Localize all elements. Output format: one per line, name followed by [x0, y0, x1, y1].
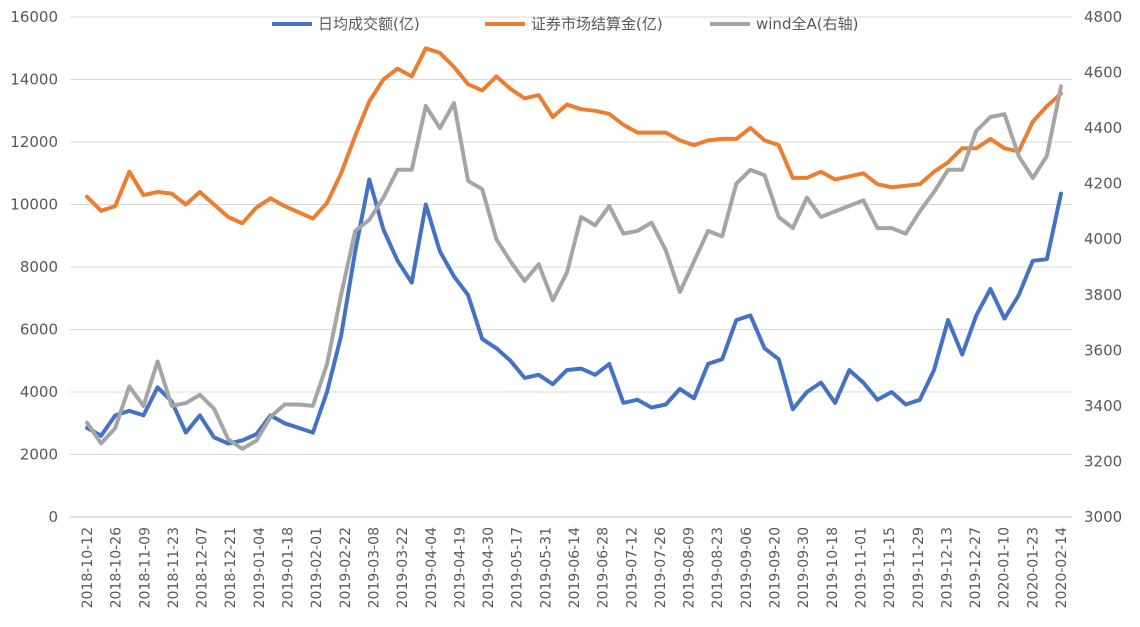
- x-tick-label: 2019-07-26: [653, 527, 669, 608]
- x-tick-label: 2019-11-15: [882, 527, 898, 608]
- x-tick-label: 2019-06-14: [567, 527, 583, 608]
- gridlines: [70, 16, 1072, 518]
- x-tick-label: 2019-02-01: [309, 527, 325, 608]
- series-line-1: [85, 177, 1063, 446]
- x-tick-label: 2019-01-18: [281, 527, 297, 608]
- left-y-tick-label: 14000: [10, 71, 58, 89]
- left-y-axis: 0 2000 4000 6000 8000 10000 12000 14000 16000: [10, 8, 58, 526]
- legend-label: 证券市场结算金(亿): [531, 15, 663, 33]
- x-tick-label: 2019-04-04: [424, 527, 440, 608]
- x-tick-label: 2019-04-19: [452, 527, 468, 608]
- right-y-tick-label: 4000: [1084, 230, 1122, 248]
- left-y-tick-label: 16000: [10, 8, 58, 26]
- x-tick-label: 2019-12-13: [939, 527, 955, 608]
- legend-label: wind全A(右轴): [756, 15, 858, 33]
- x-tick-label: 2018-11-09: [137, 527, 153, 608]
- x-tick-label: 2019-12-27: [968, 527, 984, 608]
- x-tick-label: 2019-03-08: [366, 527, 382, 608]
- x-tick-label: 2019-08-23: [710, 527, 726, 608]
- series-line-3: [85, 84, 1063, 451]
- x-axis: 2018-10-12 2018-10-26 2018-11-09 2018-11-23…: [80, 527, 1070, 608]
- right-y-tick-label: 4400: [1084, 119, 1122, 137]
- right-y-tick-label: 4600: [1084, 64, 1122, 82]
- x-tick-label: 2020-01-23: [1025, 527, 1041, 608]
- right-y-tick-label: 3800: [1084, 286, 1122, 304]
- x-tick-label: 2019-03-22: [395, 527, 411, 608]
- x-tick-label: 2019-10-18: [825, 527, 841, 608]
- x-tick-label: 2019-04-30: [481, 527, 497, 608]
- x-tick-label: 2019-05-31: [538, 527, 554, 608]
- x-tick-label: 2018-10-26: [109, 527, 125, 608]
- left-y-tick-label: 12000: [10, 133, 58, 151]
- left-y-tick-label: 10000: [10, 196, 58, 214]
- x-tick-label: 2019-11-29: [911, 527, 927, 608]
- x-tick-label: 2020-02-14: [1054, 527, 1070, 608]
- x-tick-label: 2018-12-07: [195, 527, 211, 608]
- left-y-tick-label: 4000: [20, 383, 58, 401]
- x-tick-label: 2019-05-17: [510, 527, 526, 608]
- right-y-tick-label: 4200: [1084, 175, 1122, 193]
- left-y-tick-label: 0: [48, 508, 58, 526]
- x-tick-label: 2019-01-04: [252, 527, 268, 608]
- x-tick-label: 2018-12-21: [223, 527, 239, 608]
- x-tick-label: 2019-08-09: [682, 527, 698, 608]
- x-tick-label: 2018-10-12: [80, 527, 96, 608]
- left-y-tick-label: 8000: [20, 258, 58, 276]
- x-tick-label: 2019-06-28: [596, 527, 612, 608]
- right-y-tick-label: 3200: [1084, 452, 1122, 470]
- series-line-2: [85, 46, 1063, 226]
- right-y-tick-label: 3000: [1084, 508, 1122, 526]
- legend: 日均成交额(亿) 证券市场结算金(亿) wind全A(右轴): [272, 15, 858, 33]
- x-tick-label: 2020-01-10: [997, 527, 1013, 608]
- left-y-tick-label: 2000: [20, 446, 58, 464]
- x-tick-label: 2019-07-12: [624, 527, 640, 608]
- series-lines: [85, 46, 1063, 451]
- legend-label: 日均成交额(亿): [318, 15, 420, 33]
- x-tick-label: 2019-09-06: [739, 527, 755, 608]
- x-tick-label: 2019-02-22: [338, 527, 354, 608]
- x-tick-label: 2019-09-20: [768, 527, 784, 608]
- left-y-tick-label: 6000: [20, 321, 58, 339]
- right-y-tick-label: 3400: [1084, 397, 1122, 415]
- right-y-tick-label: 4800: [1084, 8, 1122, 26]
- right-y-axis: 3000 3200 3400 3600 3800 4000 4200 4400 4600 4800: [1084, 8, 1122, 526]
- x-tick-label: 2018-11-23: [166, 527, 182, 608]
- x-tick-label: 2019-09-30: [796, 527, 812, 608]
- right-y-tick-label: 3600: [1084, 341, 1122, 359]
- x-tick-label: 2019-11-01: [853, 527, 869, 608]
